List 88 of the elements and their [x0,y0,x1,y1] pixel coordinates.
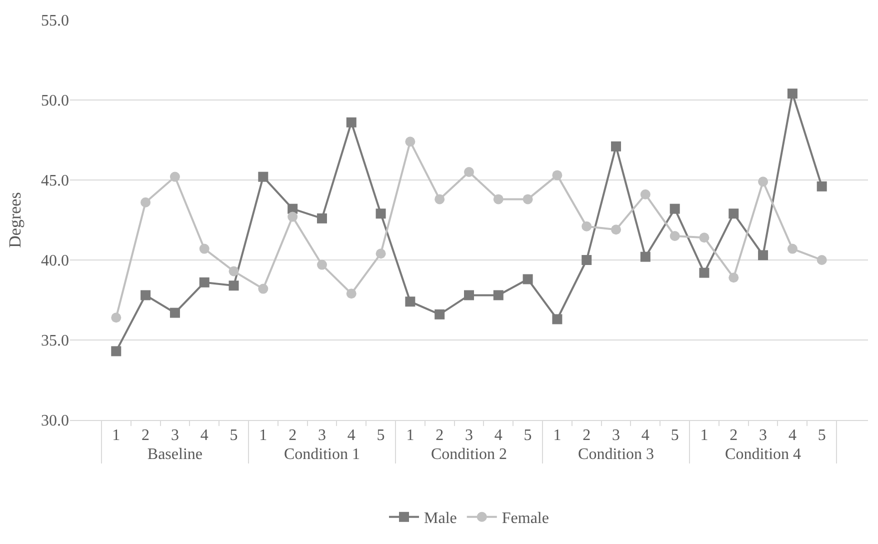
point [111,346,122,356]
point [405,296,416,307]
point [464,167,474,177]
point [640,252,650,262]
point [728,208,739,219]
x-tick-label: 1 [112,427,120,444]
point [493,194,504,204]
point [758,250,768,260]
y-tick-label: 30.0 [41,412,69,430]
point [552,170,562,180]
point [493,290,504,300]
y-tick-label: 35.0 [41,332,69,350]
x-tick-label: 4 [494,427,502,444]
text: Condition 3 [578,446,654,464]
point [611,141,622,152]
x-tick-label: 1 [553,427,562,444]
point [787,88,798,99]
x-tick-label: 4 [347,427,356,444]
point [346,288,356,299]
x-tick-label: 2 [142,427,150,444]
text: Condition 1 [284,446,360,464]
point [405,136,416,147]
text: Condition 2 [430,446,508,464]
y-tick-label: 55.0 [41,12,69,30]
point [170,172,180,182]
point [670,231,680,241]
y-tick-label: 40.0 [41,252,69,270]
x-tick-label: 3 [612,427,620,444]
point [699,268,710,278]
point [816,181,827,192]
text: Condition 4 [725,446,802,464]
point [552,314,562,324]
x-tick-label: 4 [200,427,208,444]
point [434,309,445,320]
point [816,255,827,265]
point [140,290,151,300]
point [140,197,151,208]
x-tick-label: 5 [524,427,532,444]
point [228,266,239,276]
x-tick-label: 5 [670,427,679,444]
x-tick-label: 1 [259,427,268,444]
x-tick-label: 4 [788,427,796,444]
point [582,255,592,265]
legend-label: Male [424,510,457,528]
x-tick-label: 3 [465,427,473,444]
x-tick-label: 3 [318,427,326,444]
point [376,248,386,259]
x-tick-label: 2 [436,427,444,444]
point [434,194,445,204]
x-tick-label: 2 [730,427,738,444]
point [611,224,622,235]
point [199,244,210,254]
point [640,189,650,200]
x-tick-label: 5 [818,427,826,444]
point [111,312,122,323]
point [699,232,710,243]
point [670,204,680,214]
point [582,221,592,232]
x-tick-label: 2 [582,427,591,444]
y-axis-title: Degrees [6,192,25,248]
point [288,212,298,222]
x-tick-label: 3 [170,427,179,444]
point [199,277,210,288]
x-tick-label: 5 [376,427,385,444]
point [758,176,768,187]
legend-label: Female [502,510,549,528]
point [316,213,327,224]
point [522,194,533,204]
point [376,208,386,219]
x-tick-label: 5 [230,427,238,444]
x-tick-label: 3 [759,427,768,444]
point [170,308,180,318]
x-tick-label: 4 [641,427,650,444]
point [522,274,533,284]
point [464,290,474,300]
text: Baseline [147,446,203,464]
point [258,284,268,294]
point [228,280,239,291]
point [316,260,327,270]
x-tick-label: 1 [406,427,414,444]
point [346,117,356,128]
x-tick-label: 2 [288,427,297,444]
x-tick-label: 1 [700,427,708,444]
y-tick-label: 45.0 [41,172,69,190]
point [787,244,798,254]
y-tick-label: 50.0 [41,92,69,110]
point [728,272,739,283]
point [258,172,268,182]
